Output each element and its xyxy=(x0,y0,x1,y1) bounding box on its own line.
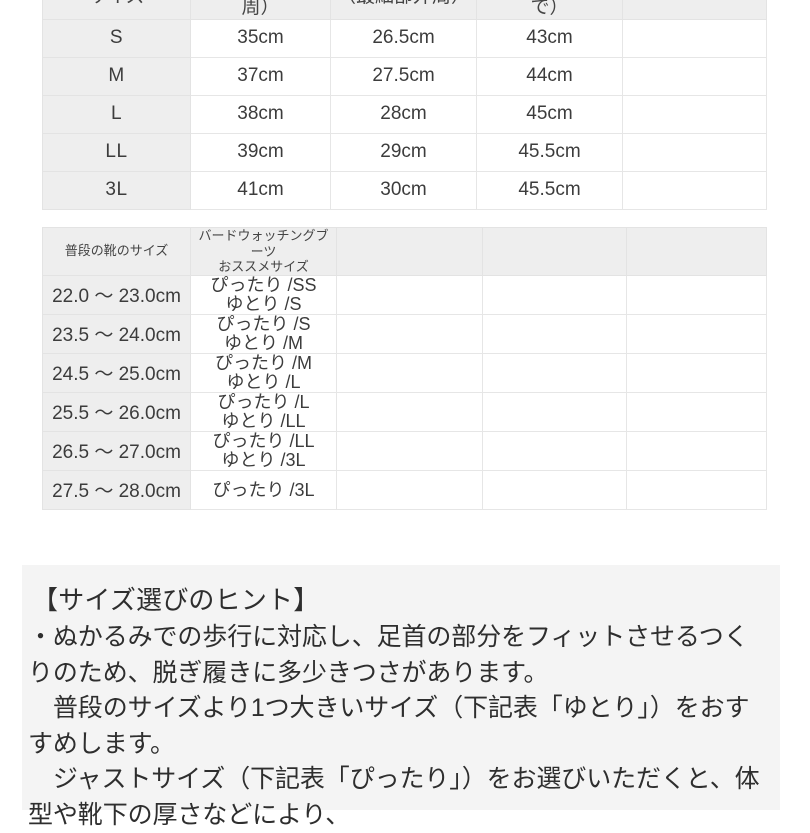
cell-size: LL xyxy=(42,132,191,172)
recommended-size-table: 普段の靴のサイズ バードウォッチングブーツ おススメサイズ 22.0 〜 23.… xyxy=(42,227,767,510)
column-header-size: サイズ xyxy=(42,0,191,20)
measurement-table: サイズ （Bマーク下外周） （最細部外周） （靴底から上まで） S 35cm 2… xyxy=(42,0,767,210)
cell-extra xyxy=(482,313,627,354)
cell-b-mark: 37cm xyxy=(190,56,331,96)
cell-height: 45.5cm xyxy=(476,170,623,210)
column-header-shoe-size: 普段の靴のサイズ xyxy=(42,227,191,276)
cell-extra xyxy=(336,313,483,354)
header-line-1: バードウォッチングブーツ xyxy=(198,228,329,259)
reco-line-loose: ゆとり /L xyxy=(226,371,301,392)
table-row: 25.5 〜 26.0cm ぴったり /L ゆとり /LL xyxy=(42,391,767,432)
cell-narrowest: 28cm xyxy=(330,94,477,134)
cell-size: L xyxy=(42,94,191,134)
cell-narrowest: 29cm xyxy=(330,132,477,172)
table-row: 27.5 〜 28.0cm ぴったり /3L xyxy=(42,469,767,510)
cell-extra xyxy=(622,170,767,210)
table-row: 23.5 〜 24.0cm ぴったり /S ゆとり /M xyxy=(42,313,767,354)
cell-shoe-size: 26.5 〜 27.0cm xyxy=(42,430,191,471)
cell-extra xyxy=(626,469,767,510)
cell-extra xyxy=(622,18,767,58)
table-row: S 35cm 26.5cm 43cm xyxy=(42,18,767,58)
cell-narrowest: 27.5cm xyxy=(330,56,477,96)
cell-extra xyxy=(482,391,627,432)
reco-line-loose: ゆとり /3L xyxy=(221,449,306,470)
cell-extra xyxy=(482,430,627,471)
hint-title: 【サイズ選びのヒント】 xyxy=(32,585,320,615)
reco-line-fit: ぴったり /S xyxy=(216,314,311,335)
cell-shoe-size: 22.0 〜 23.0cm xyxy=(42,274,191,315)
cell-shoe-size: 23.5 〜 24.0cm xyxy=(42,313,191,354)
reco-line-fit: ぴったり /3L xyxy=(212,479,315,500)
reco-line-fit: ぴったり /SS xyxy=(210,275,317,296)
cell-b-mark: 38cm xyxy=(190,94,331,134)
column-header-b-mark: （Bマーク下外周） xyxy=(190,0,331,20)
reco-line-loose: ゆとり /M xyxy=(224,332,303,353)
cell-size: M xyxy=(42,56,191,96)
cell-b-mark: 35cm xyxy=(190,18,331,58)
table-row: 26.5 〜 27.0cm ぴったり /LL ゆとり /3L xyxy=(42,430,767,471)
hint-paragraph: ・ぬかるみでの歩行に対応し、足首の部分をフィットさせるつくりのため、脱ぎ履きに多… xyxy=(28,623,760,829)
table-header-row: サイズ （Bマーク下外周） （最細部外周） （靴底から上まで） xyxy=(42,0,767,20)
reco-line-fit: ぴったり /M xyxy=(215,353,312,374)
cell-extra xyxy=(626,391,767,432)
recommended-size-table-container: 普段の靴のサイズ バードウォッチングブーツ おススメサイズ 22.0 〜 23.… xyxy=(42,227,767,510)
cell-narrowest: 26.5cm xyxy=(330,18,477,58)
cell-extra xyxy=(622,132,767,172)
table-row: 22.0 〜 23.0cm ぴったり /SS ゆとり /S xyxy=(42,274,767,315)
cell-extra xyxy=(336,391,483,432)
cell-b-mark: 39cm xyxy=(190,132,331,172)
cell-shoe-size: 25.5 〜 26.0cm xyxy=(42,391,191,432)
cell-narrowest: 30cm xyxy=(330,170,477,210)
column-header-blank-1 xyxy=(336,227,483,276)
cell-recommended: ぴったり /M ゆとり /L xyxy=(190,352,337,393)
column-header-blank-3 xyxy=(626,227,767,276)
cell-recommended: ぴったり /LL ゆとり /3L xyxy=(190,430,337,471)
cell-size: 3L xyxy=(42,170,191,210)
cell-shoe-size: 27.5 〜 28.0cm xyxy=(42,469,191,510)
cell-shoe-size: 24.5 〜 25.0cm xyxy=(42,352,191,393)
table-row: 24.5 〜 25.0cm ぴったり /M ゆとり /L xyxy=(42,352,767,393)
cell-extra xyxy=(482,469,627,510)
cell-recommended: ぴったり /L ゆとり /LL xyxy=(190,391,337,432)
column-header-recommended-size: バードウォッチングブーツ おススメサイズ xyxy=(190,227,337,276)
cell-extra xyxy=(482,352,627,393)
cell-extra xyxy=(336,274,483,315)
table-row: 3L 41cm 30cm 45.5cm xyxy=(42,170,767,210)
cell-extra xyxy=(482,274,627,315)
reco-line-fit: ぴったり /L xyxy=(217,392,310,413)
cell-extra xyxy=(336,430,483,471)
header-line-2: おススメサイズ xyxy=(218,259,309,275)
cell-extra xyxy=(336,352,483,393)
column-header-height: （靴底から上まで） xyxy=(476,0,623,20)
cell-extra xyxy=(622,94,767,134)
table-row: L 38cm 28cm 45cm xyxy=(42,94,767,134)
table-header-row: 普段の靴のサイズ バードウォッチングブーツ おススメサイズ xyxy=(42,227,767,276)
cell-extra xyxy=(626,352,767,393)
column-header-blank xyxy=(622,0,767,20)
cell-recommended: ぴったり /S ゆとり /M xyxy=(190,313,337,354)
cell-extra xyxy=(622,56,767,96)
cell-extra xyxy=(626,274,767,315)
reco-line-loose: ゆとり /LL xyxy=(221,410,306,431)
cell-b-mark: 41cm xyxy=(190,170,331,210)
cell-height: 45.5cm xyxy=(476,132,623,172)
cell-size: S xyxy=(42,18,191,58)
table-row: M 37cm 27.5cm 44cm xyxy=(42,56,767,96)
cell-extra xyxy=(626,430,767,471)
reco-line-fit: ぴったり /LL xyxy=(212,431,315,452)
size-selection-hint-block: 【サイズ選びのヒント】 ・ぬかるみでの歩行に対応し、足首の部分をフィットさせるつ… xyxy=(22,565,780,829)
cell-extra xyxy=(336,469,483,510)
cell-recommended: ぴったり /3L xyxy=(190,469,337,510)
reco-line-loose: ゆとり /S xyxy=(225,293,302,314)
cell-height: 44cm xyxy=(476,56,623,96)
cell-recommended: ぴったり /SS ゆとり /S xyxy=(190,274,337,315)
cell-height: 45cm xyxy=(476,94,623,134)
measurement-table-container: サイズ （Bマーク下外周） （最細部外周） （靴底から上まで） S 35cm 2… xyxy=(42,0,767,210)
table-row: LL 39cm 29cm 45.5cm xyxy=(42,132,767,172)
cell-extra xyxy=(626,313,767,354)
column-header-narrowest: （最細部外周） xyxy=(330,0,477,20)
column-header-blank-2 xyxy=(482,227,627,276)
cell-height: 43cm xyxy=(476,18,623,58)
